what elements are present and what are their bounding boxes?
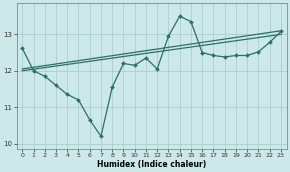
X-axis label: Humidex (Indice chaleur): Humidex (Indice chaleur): [97, 159, 206, 169]
